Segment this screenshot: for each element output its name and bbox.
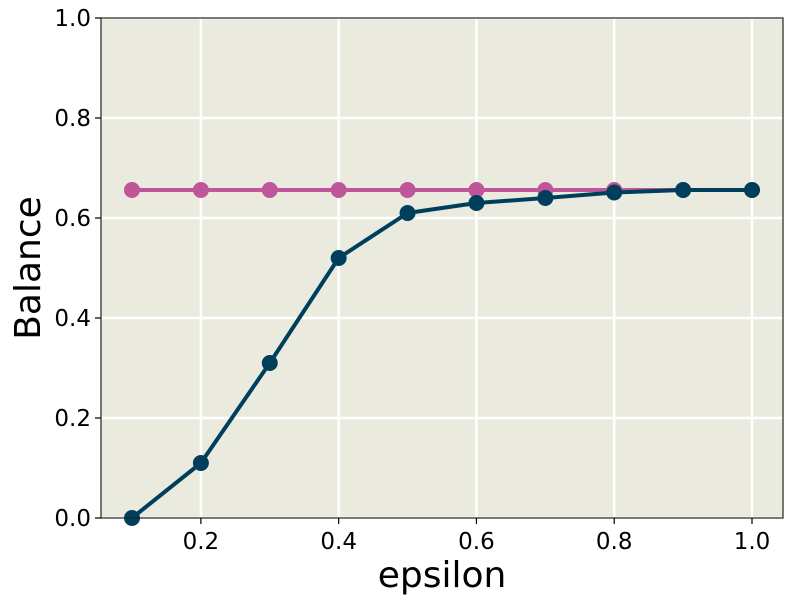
data-point [606,184,623,201]
x-tick-label: 0.8 [596,529,633,555]
x-tick-label: 0.4 [320,529,357,555]
x-axis-ticks: 0.2 0.4 0.6 0.8 1.0 [183,518,771,555]
plot-frame [100,17,784,519]
y-axis-ticks: 0.0 0.2 0.4 0.6 0.8 1.0 [54,6,101,532]
data-point [399,182,416,198]
data-point [261,355,278,371]
data-point [399,205,416,221]
data-point [675,182,692,198]
data-point [261,182,278,198]
data-point [744,182,760,198]
y-tick-label: 0.6 [54,206,91,232]
data-point [468,195,485,211]
y-tick-label: 0.0 [54,506,91,532]
x-tick-label: 0.6 [458,529,495,555]
y-tick-label: 0.4 [54,306,91,332]
plot-background [101,18,783,518]
data-point [468,182,485,198]
data-point [124,182,140,198]
data-point [192,455,209,471]
x-tick-label: 0.2 [183,529,220,555]
series-line [130,188,752,520]
data-point [330,182,347,198]
data-point [330,250,347,266]
y-tick-label: 1.0 [54,6,91,32]
data-point [192,182,209,198]
y-axis-label: Balance [8,196,49,340]
series-layer [124,182,760,526]
series-2 [124,182,760,526]
y-tick-label: 0.2 [54,406,91,432]
x-axis-label: epsilon [378,555,507,596]
y-tick-label: 0.8 [54,106,91,132]
x-tick-label: 1.0 [734,529,771,555]
data-point [537,190,554,206]
